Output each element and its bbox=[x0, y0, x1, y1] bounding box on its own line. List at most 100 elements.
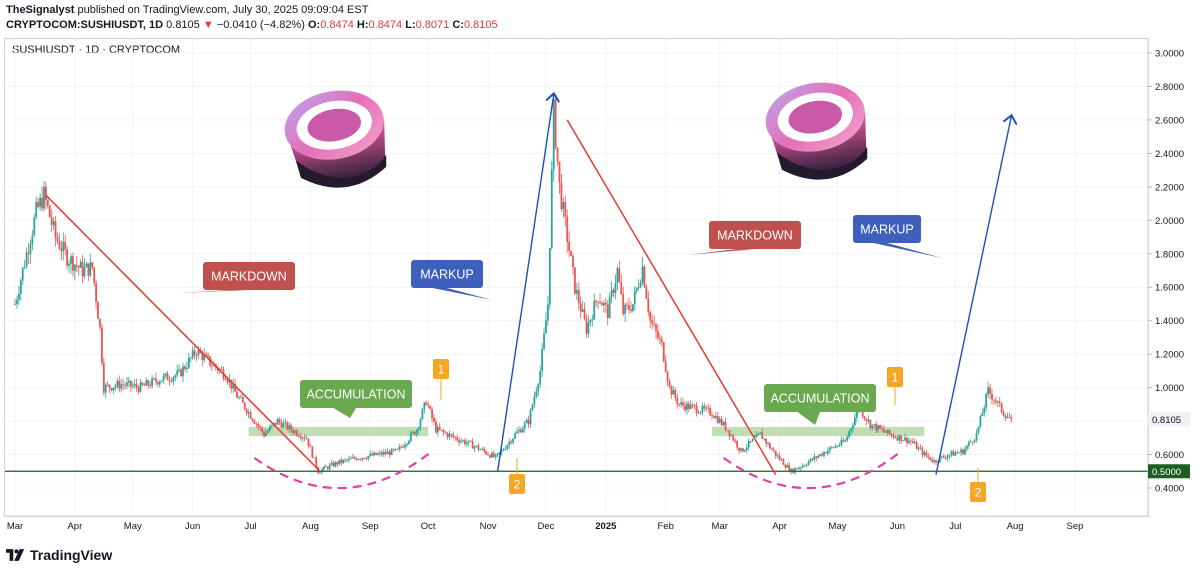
time-tick-label: Apr bbox=[67, 521, 82, 532]
price-tick-label: 2.0000 bbox=[1155, 216, 1184, 227]
candle-body bbox=[612, 290, 615, 293]
price-tick-label: 3.0000 bbox=[1155, 49, 1184, 60]
candle-body bbox=[351, 457, 354, 459]
candle-body bbox=[124, 385, 126, 386]
candle-body bbox=[983, 407, 986, 414]
candle-body bbox=[879, 425, 881, 429]
marker-box bbox=[970, 482, 986, 502]
candle-body bbox=[328, 464, 331, 470]
candle-body bbox=[964, 448, 966, 455]
candle-body bbox=[496, 453, 499, 456]
candle-body bbox=[491, 453, 493, 458]
candle-body bbox=[392, 449, 395, 451]
candle-body bbox=[782, 459, 785, 466]
price-tick-label: 1.0000 bbox=[1155, 383, 1184, 394]
candle-body bbox=[249, 412, 252, 419]
candle-body bbox=[560, 182, 563, 210]
candle-body bbox=[757, 433, 760, 435]
candle-body bbox=[635, 287, 638, 292]
candle-body bbox=[257, 423, 260, 427]
time-tick-label: Feb bbox=[657, 521, 673, 532]
time-tick-label: Nov bbox=[480, 521, 497, 532]
time-tick-label: Mar bbox=[7, 521, 23, 532]
candle-body bbox=[543, 333, 545, 349]
callout-markdown: MARKDOWN bbox=[178, 262, 295, 293]
candle-body bbox=[572, 255, 574, 268]
candle-body bbox=[709, 407, 711, 415]
candle-body bbox=[647, 298, 650, 312]
candle-body bbox=[97, 302, 99, 319]
candle-body bbox=[83, 267, 86, 277]
candle-body bbox=[521, 428, 524, 433]
candle-body bbox=[925, 452, 928, 456]
candle-body bbox=[651, 320, 654, 324]
candle-body bbox=[106, 384, 109, 386]
candle-body bbox=[303, 437, 306, 439]
candle-body bbox=[228, 379, 231, 383]
candle-body bbox=[460, 440, 462, 443]
candle-body bbox=[786, 465, 789, 468]
candle-body bbox=[160, 380, 163, 382]
candle-body bbox=[807, 461, 810, 466]
candle-body bbox=[224, 378, 227, 380]
candle-body bbox=[297, 435, 300, 437]
candle-body bbox=[686, 403, 688, 411]
author-name[interactable]: TheSignalyst bbox=[6, 4, 75, 16]
candle-body bbox=[896, 437, 899, 441]
candle-body bbox=[292, 430, 294, 433]
candle-body bbox=[373, 452, 376, 456]
candle-body bbox=[548, 247, 551, 305]
candle-body bbox=[811, 458, 814, 460]
candle-body bbox=[29, 244, 32, 254]
candle-body bbox=[516, 431, 518, 434]
callout-box bbox=[203, 262, 295, 290]
candle-body bbox=[689, 404, 692, 409]
candle-body bbox=[765, 438, 767, 444]
candle-body bbox=[182, 366, 184, 377]
candle-body bbox=[319, 472, 321, 474]
callout-box bbox=[764, 384, 876, 412]
candle-body bbox=[72, 256, 74, 271]
candle-body bbox=[915, 442, 918, 449]
candle-body bbox=[295, 430, 298, 436]
candle-body bbox=[838, 444, 841, 446]
candle-body bbox=[323, 466, 325, 470]
candle-body bbox=[170, 380, 173, 382]
candle-body bbox=[207, 354, 209, 357]
candle-body bbox=[384, 452, 387, 454]
tradingview-footer[interactable]: TradingView bbox=[6, 547, 112, 563]
candle-body bbox=[973, 440, 976, 443]
candle-body bbox=[361, 457, 364, 460]
candle-body bbox=[714, 415, 717, 419]
candle-body bbox=[268, 426, 271, 431]
candle-body bbox=[230, 379, 233, 389]
candle-body bbox=[631, 304, 634, 312]
candle-body bbox=[33, 216, 36, 235]
candle-body bbox=[139, 382, 142, 392]
candle-body bbox=[697, 412, 700, 414]
candle-body bbox=[909, 440, 912, 442]
candle-body bbox=[545, 320, 547, 334]
candle-body bbox=[184, 366, 186, 369]
candle-body bbox=[996, 401, 999, 403]
candle-body bbox=[510, 441, 513, 443]
candle-body bbox=[330, 462, 333, 465]
callout-box bbox=[853, 215, 921, 243]
candle-body bbox=[664, 361, 667, 372]
price-tick-label: 2.2000 bbox=[1155, 182, 1184, 193]
candle-body bbox=[871, 424, 874, 429]
candle-body bbox=[232, 383, 235, 389]
candle-body bbox=[687, 403, 690, 409]
candle-body bbox=[73, 264, 76, 271]
candle-body bbox=[616, 268, 619, 283]
candle-body bbox=[284, 422, 287, 424]
candle-body bbox=[533, 396, 536, 405]
candle-body bbox=[201, 352, 204, 361]
candle-body bbox=[842, 439, 845, 442]
candle-body bbox=[670, 385, 673, 395]
candle-body bbox=[122, 384, 125, 386]
candle-body bbox=[116, 380, 119, 386]
candle-body bbox=[463, 440, 466, 445]
support-price-label: 0.5000 bbox=[1152, 467, 1181, 478]
